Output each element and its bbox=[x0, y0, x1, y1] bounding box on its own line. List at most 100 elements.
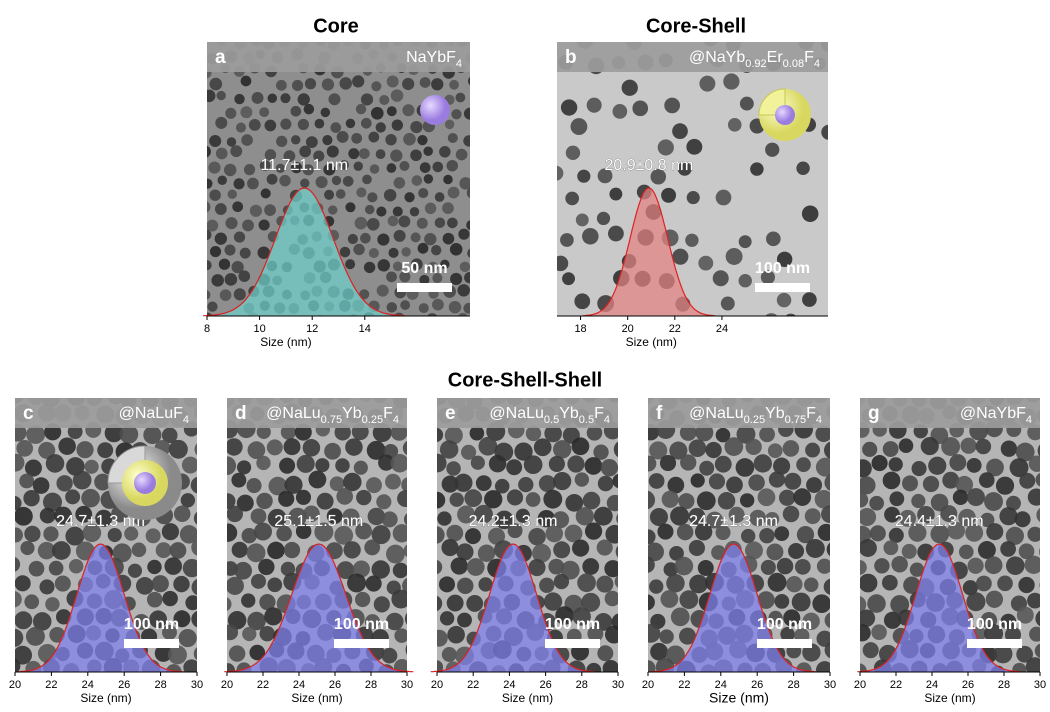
particle bbox=[516, 676, 532, 692]
particle bbox=[618, 644, 633, 659]
particle bbox=[209, 410, 225, 426]
particle bbox=[966, 592, 985, 611]
particle bbox=[242, 627, 256, 641]
particle bbox=[1019, 473, 1035, 489]
particle bbox=[241, 134, 253, 146]
particle bbox=[968, 558, 984, 574]
x-tick-label: 20 bbox=[221, 679, 233, 691]
particle bbox=[632, 100, 648, 116]
particle bbox=[928, 457, 946, 475]
particle bbox=[837, 317, 852, 332]
particle bbox=[435, 192, 445, 202]
particle bbox=[360, 233, 371, 244]
scale-bar bbox=[124, 639, 179, 648]
particle bbox=[572, 437, 590, 455]
particle bbox=[475, 122, 486, 133]
particle bbox=[322, 78, 334, 90]
particle bbox=[282, 316, 292, 326]
particle bbox=[470, 287, 482, 299]
particle bbox=[432, 162, 443, 173]
particle bbox=[315, 119, 325, 129]
particle bbox=[264, 607, 282, 625]
particle bbox=[999, 507, 1017, 525]
particle bbox=[15, 575, 31, 591]
particle bbox=[912, 461, 927, 476]
particle bbox=[393, 206, 403, 216]
particle bbox=[432, 299, 444, 311]
label-part: 4 bbox=[604, 414, 610, 426]
particle bbox=[821, 505, 839, 523]
x-tick-label: 8 bbox=[204, 323, 210, 335]
label-part: 0.92 bbox=[745, 58, 766, 70]
particle bbox=[259, 219, 270, 230]
particle bbox=[389, 248, 399, 258]
particle bbox=[378, 259, 390, 271]
particle bbox=[805, 508, 821, 524]
particle bbox=[746, 439, 762, 455]
particle bbox=[393, 313, 404, 324]
particle bbox=[303, 439, 321, 457]
scale-bar bbox=[397, 283, 452, 292]
particle bbox=[471, 456, 485, 470]
panel-letter: f bbox=[656, 403, 663, 424]
particle bbox=[597, 212, 610, 225]
particle bbox=[661, 590, 679, 608]
particle bbox=[345, 202, 355, 212]
particle bbox=[416, 590, 432, 606]
particle bbox=[467, 248, 477, 258]
particle bbox=[394, 628, 408, 642]
particle bbox=[249, 119, 261, 131]
particle bbox=[234, 288, 246, 300]
particle bbox=[431, 630, 448, 647]
particle bbox=[841, 612, 860, 631]
particle bbox=[980, 679, 994, 693]
particle bbox=[8, 528, 23, 543]
particle bbox=[1029, 455, 1046, 472]
particle bbox=[576, 213, 589, 226]
particle bbox=[370, 164, 380, 174]
row-title: Core-Shell-Shell bbox=[448, 369, 602, 391]
particle bbox=[136, 577, 154, 595]
particle bbox=[448, 187, 460, 199]
particle bbox=[371, 107, 384, 120]
particle bbox=[361, 118, 372, 129]
size-label: 25.1±1.5 nm bbox=[274, 513, 363, 530]
particle bbox=[251, 508, 267, 524]
particle bbox=[241, 76, 252, 87]
particle bbox=[625, 628, 640, 643]
particle bbox=[582, 228, 599, 245]
particle bbox=[889, 491, 904, 506]
particle bbox=[827, 541, 844, 558]
particle bbox=[475, 262, 485, 272]
particle bbox=[417, 558, 434, 575]
particle bbox=[448, 133, 458, 143]
particle bbox=[506, 459, 522, 475]
particle bbox=[979, 472, 995, 488]
particle bbox=[24, 594, 39, 609]
particle bbox=[431, 245, 441, 255]
particle bbox=[368, 132, 379, 143]
particle bbox=[689, 439, 707, 457]
label-part: 4 bbox=[1026, 414, 1032, 426]
particle bbox=[198, 201, 210, 213]
particle bbox=[824, 441, 842, 459]
particle bbox=[328, 205, 337, 214]
x-tick-label: 22 bbox=[890, 679, 902, 691]
particle bbox=[446, 525, 463, 542]
particle bbox=[1039, 578, 1050, 593]
particle bbox=[256, 456, 270, 470]
x-tick-label: 22 bbox=[257, 679, 269, 691]
particle bbox=[220, 663, 235, 678]
particle bbox=[843, 647, 860, 664]
particle bbox=[779, 490, 795, 506]
particle bbox=[765, 143, 779, 157]
particle bbox=[19, 474, 34, 489]
particle bbox=[565, 192, 579, 206]
label-part: 0.25 bbox=[744, 414, 765, 426]
particle bbox=[687, 191, 700, 204]
particle bbox=[339, 77, 352, 90]
particle bbox=[232, 542, 248, 558]
particle bbox=[1027, 593, 1043, 609]
particle bbox=[367, 218, 380, 231]
particle bbox=[230, 145, 242, 157]
